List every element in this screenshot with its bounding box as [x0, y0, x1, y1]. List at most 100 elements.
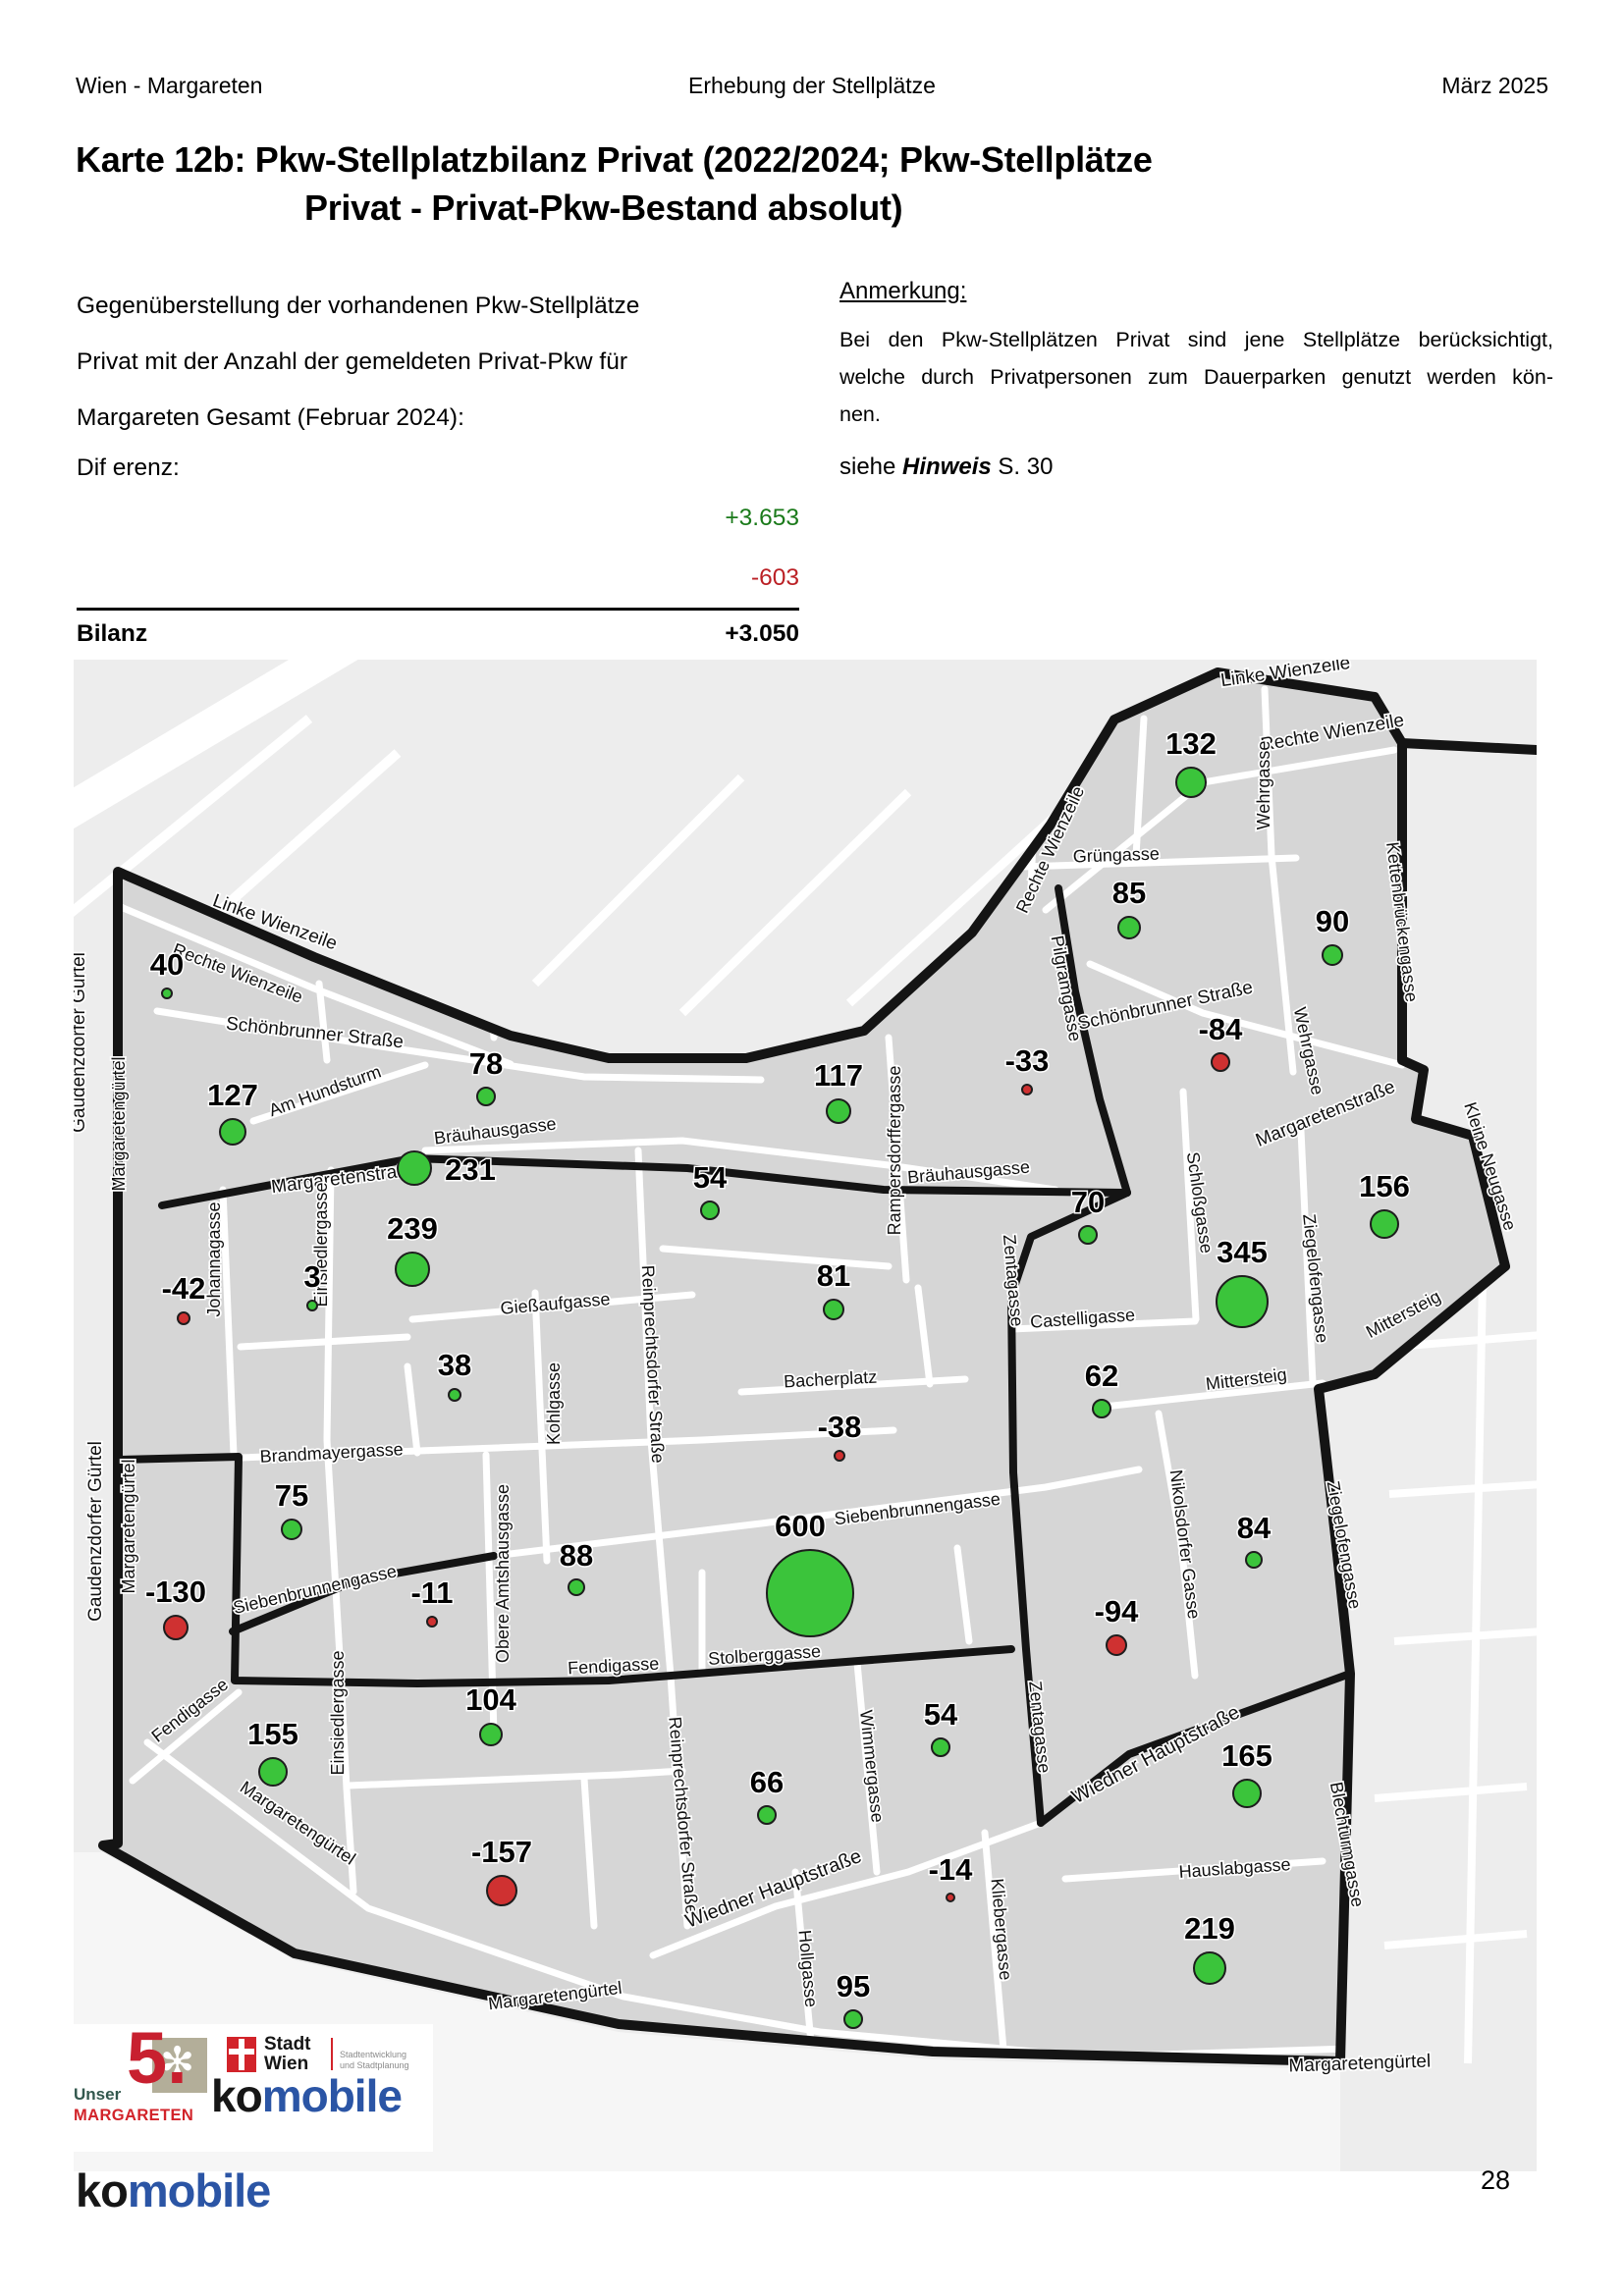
street-label: Wehrgasse [1254, 741, 1273, 830]
logo-bar: ✻ 5. Unser MARGARETEN Stadt Wien Stadten… [68, 2022, 433, 2152]
margareten-label: MARGARETEN [74, 2107, 194, 2124]
street-label: Einsiedlergasse [311, 1182, 331, 1307]
map-bubble [766, 1549, 854, 1637]
map-bubble [1232, 1779, 1262, 1808]
bubble-value-label: 132 [1165, 726, 1217, 761]
differenz-label: Dif erenz: [77, 454, 180, 481]
map-bubble [397, 1150, 432, 1186]
map-bubble [1211, 1052, 1230, 1072]
balance-block: +3.653 -603 Bilanz +3.050 [77, 505, 799, 648]
map-bubble [1370, 1209, 1399, 1239]
logo-divider [331, 2038, 333, 2070]
page-title: Karte 12b: Pkw-Stellplatzbilanz Privat (… [76, 135, 1153, 232]
street-label: Obere Amtshausgasse [493, 1484, 513, 1663]
map-bubble [476, 1087, 496, 1106]
bubble-value-label: -11 [410, 1575, 453, 1610]
bubble-value-label: 54 [924, 1697, 958, 1732]
balance-minus-value: -603 [750, 564, 799, 591]
hint-bold: Hinweis [902, 454, 992, 480]
logo-five: 5. [127, 2017, 188, 2099]
map-bubble [931, 1737, 950, 1757]
map-bubble [177, 1311, 190, 1325]
bubble-value-label: 54 [693, 1160, 728, 1195]
map-bubble [426, 1616, 438, 1628]
bubble-value-label: 95 [837, 1969, 870, 2003]
bubble-value-label: 345 [1217, 1235, 1268, 1269]
street-label: Rampersdorffergasse [885, 1066, 904, 1236]
annotation-line: Bei den Pkw-Stellplätzen Privat sind jen… [839, 328, 1553, 351]
map-bubble [1322, 944, 1343, 966]
bubble-value-label: 66 [750, 1765, 784, 1799]
street-label: Grüngasse [1072, 843, 1160, 866]
map-bubble [823, 1299, 844, 1320]
map-bubble [1021, 1084, 1033, 1095]
flower-icon: ✻ [160, 2039, 195, 2085]
map-bubble [834, 1450, 845, 1462]
street-label: Johannagasse [204, 1201, 224, 1316]
bubble-value-label: 219 [1184, 1911, 1235, 1946]
map-bubble [1078, 1225, 1098, 1245]
intro-line: Gegenüberstellung der vorhandenen Pkw-St… [77, 293, 640, 319]
district-area [103, 672, 1505, 2061]
bubble-value-label: -42 [162, 1271, 206, 1306]
map-bubble [1175, 767, 1207, 798]
map-bubble [1117, 916, 1141, 939]
bubble-value-label: -157 [471, 1835, 532, 1869]
street-label: Einsiedlergasse [328, 1650, 348, 1775]
map-bubble [281, 1519, 302, 1540]
data-bubbles: 132 85 90 40 -84 -33 127 78 117 231 54 70 156 345 239 3… [143, 725, 1411, 2029]
bubble-value-label: 88 [560, 1538, 593, 1573]
bubble-value-label: 78 [469, 1046, 503, 1081]
map-bubble [395, 1252, 430, 1287]
map-bubble [826, 1098, 851, 1124]
intro-text: Gegenüberstellung der vorhandenen Pkw-St… [77, 278, 639, 446]
map-bubble [1106, 1634, 1127, 1656]
footer-komobile-logo: komobile [76, 2164, 271, 2216]
bubble-value-label: 70 [1071, 1185, 1105, 1219]
map-bubble [1193, 1951, 1226, 1985]
bubble-value-label: 90 [1316, 904, 1349, 938]
district-boundary [98, 667, 1510, 2066]
map-bubble [843, 2009, 863, 2029]
bubble-value-label: 117 [814, 1058, 863, 1093]
bubble-value-label: 104 [465, 1682, 516, 1717]
street-label: Margaretengürtel [119, 1459, 138, 1593]
bubble-value-label: 155 [247, 1717, 298, 1751]
balance-divider [77, 608, 799, 611]
bubble-value-label: -84 [1199, 1012, 1244, 1046]
bubble-value-label: 231 [445, 1152, 496, 1187]
map-bubble [479, 1723, 503, 1746]
stadt-wien-shield-icon [227, 2037, 256, 2072]
bubble-value-label: 156 [1359, 1169, 1410, 1203]
street-label: Margaretengürtel [109, 1056, 129, 1191]
unser-label: Unser [74, 2085, 122, 2104]
bubble-value-label: -38 [818, 1410, 862, 1444]
header-doc-title: Erhebung der Stellplätze [688, 73, 936, 98]
bubble-value-label: 239 [387, 1211, 438, 1246]
map-bubble [306, 1300, 318, 1311]
annotation-heading: Anmerkung: [839, 278, 967, 304]
stadt-wien-label: Stadt Wien [264, 2034, 311, 2074]
balance-plus-value: +3.653 [725, 505, 799, 531]
see-hint-reference: siehe Hinweis S. 30 [839, 454, 1054, 480]
balance-total-value: +3.050 [725, 620, 799, 647]
bubble-value-label: -33 [1005, 1043, 1050, 1078]
map-bubble [568, 1578, 585, 1596]
margareten-district-logo: ✻ 5. [127, 2022, 207, 2107]
bubble-value-label: 75 [275, 1478, 308, 1513]
header-date: März 2025 [1441, 73, 1548, 98]
map-bubble [258, 1757, 288, 1787]
bubble-value-label: 3 [303, 1259, 320, 1294]
bubble-value-label: 62 [1085, 1359, 1118, 1393]
annotation: Anmerkung: Bei den Pkw-Stellplätzen Priv… [839, 278, 1553, 481]
balance-total-label: Bilanz [77, 620, 148, 647]
page-title-line2: Privat - Privat-Pkw-Bestand absolut) [304, 187, 903, 228]
komobile-logo: komobile [211, 2070, 403, 2121]
map-bubble [163, 1615, 189, 1640]
map-bubble [1216, 1275, 1269, 1328]
stadt-wien-dept-label: Stadtentwicklung und Stadtplanung [340, 2050, 409, 2070]
street-label: Gaudenzdorfer Gürtel [85, 1441, 106, 1622]
map-bubble [486, 1875, 517, 1906]
